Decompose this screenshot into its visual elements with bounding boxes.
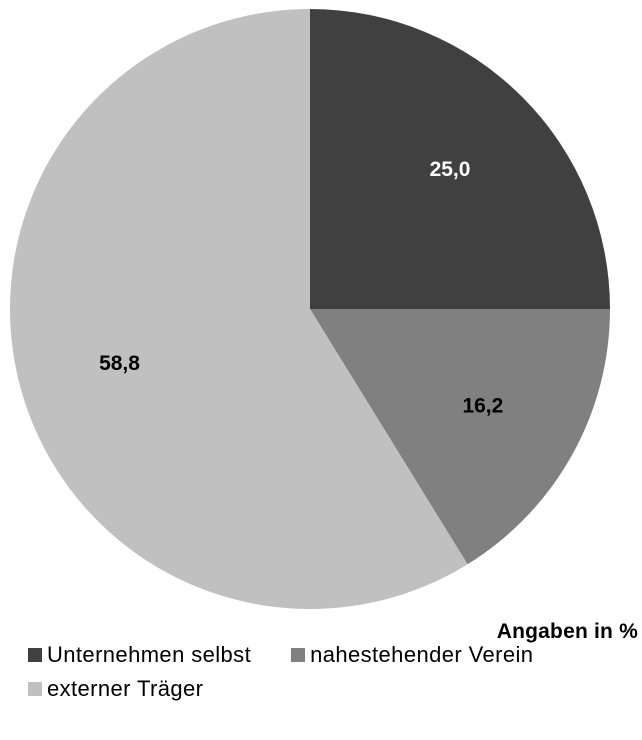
legend-swatch-nahestehender-verein [291, 648, 306, 662]
data-label-externer-tr-ger: 58,8 [99, 352, 140, 375]
legend-item-nahestehender-verein: nahestehender Verein [291, 642, 533, 668]
data-label-unternehmen-selbst: 25,0 [430, 158, 471, 181]
legend-swatch-unternehmen-selbst [28, 648, 42, 662]
pie-slice-nahestehender-verein [310, 309, 610, 565]
pie-slice-externer-tr-ger [10, 9, 468, 609]
unit-note: Angaben in % [496, 620, 638, 643]
legend-label: Unternehmen selbst [47, 642, 252, 667]
legend-label: externer Träger [47, 676, 204, 701]
data-label-nahestehender-verein: 16,2 [462, 395, 503, 418]
pie-slice-unternehmen-selbst [310, 9, 610, 309]
legend: Unternehmen selbst nahestehender Verein ex… [28, 642, 640, 702]
legend-item-externer-tr-ger: externer Träger [28, 676, 203, 702]
legend-swatch-externer-tr-ger [28, 682, 42, 696]
legend-item-unternehmen-selbst: Unternehmen selbst [28, 642, 251, 668]
pie-chart: 25,0 16,2 58,8 [10, 9, 610, 609]
legend-label: nahestehender Verein [310, 642, 534, 667]
